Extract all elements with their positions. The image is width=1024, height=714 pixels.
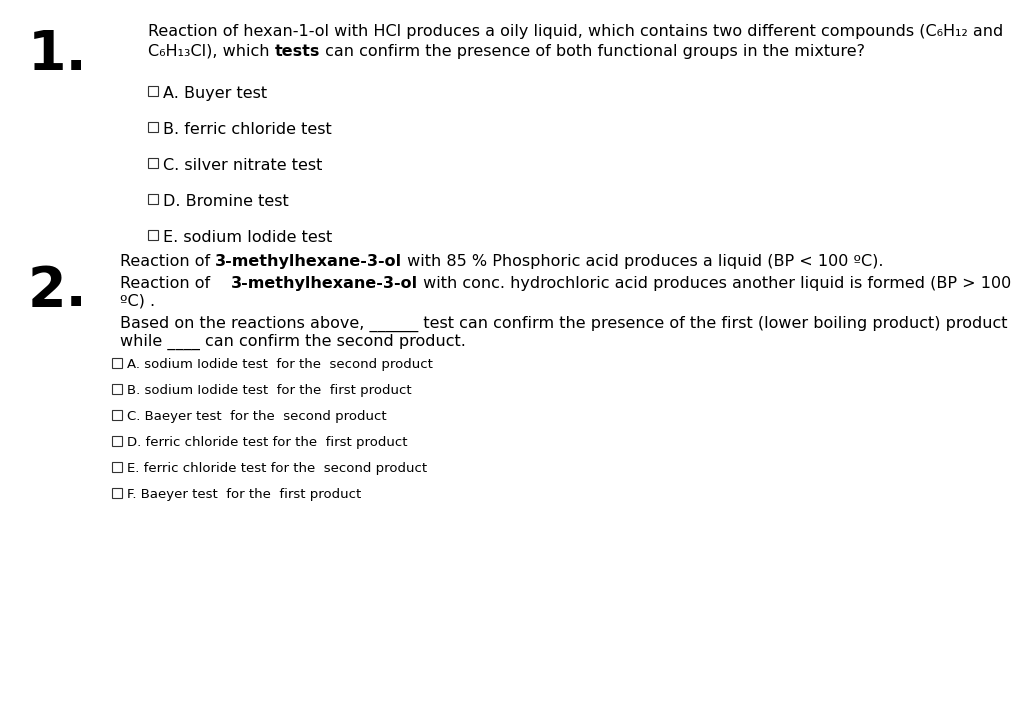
Text: 1.: 1. <box>28 28 88 82</box>
Bar <box>148 122 158 132</box>
Text: C. silver nitrate test: C. silver nitrate test <box>163 158 323 173</box>
Bar <box>148 86 158 96</box>
Bar <box>148 230 158 240</box>
Text: tests: tests <box>274 44 319 59</box>
Text: while ____ can confirm the second product.: while ____ can confirm the second produc… <box>120 334 466 350</box>
Bar <box>112 358 122 368</box>
Text: Reaction of: Reaction of <box>120 254 215 269</box>
Bar <box>112 410 122 420</box>
Text: with 85 % Phosphoric acid produces a liquid (BP < 100 ºC).: with 85 % Phosphoric acid produces a liq… <box>402 254 884 269</box>
Bar <box>112 384 122 394</box>
Text: A. sodium Iodide test  for the  second product: A. sodium Iodide test for the second pro… <box>127 358 433 371</box>
Text: B. ferric chloride test: B. ferric chloride test <box>163 122 332 137</box>
Bar <box>112 436 122 446</box>
Text: C₆H₁₃Cl), which: C₆H₁₃Cl), which <box>148 44 274 59</box>
Text: 3-methylhexane-3-ol: 3-methylhexane-3-ol <box>230 276 418 291</box>
Bar <box>112 462 122 472</box>
Bar <box>148 158 158 168</box>
Text: E. ferric chloride test for the  second product: E. ferric chloride test for the second p… <box>127 462 427 475</box>
Text: can confirm the presence of both functional groups in the mixture?: can confirm the presence of both functio… <box>319 44 865 59</box>
Text: Based on the reactions above, ______ test can confirm the presence of the first : Based on the reactions above, ______ tes… <box>120 316 1008 332</box>
Text: F. Baeyer test  for the  first product: F. Baeyer test for the first product <box>127 488 361 501</box>
Text: D. Bromine test: D. Bromine test <box>163 194 289 209</box>
Text: with conc. hydrochloric acid produces another liquid is formed (BP > 100: with conc. hydrochloric acid produces an… <box>418 276 1011 291</box>
Text: 2.: 2. <box>28 264 88 318</box>
Bar <box>112 488 122 498</box>
Text: E. sodium Iodide test: E. sodium Iodide test <box>163 230 332 245</box>
Text: Reaction of hexan-1-ol with HCl produces a oily liquid, which contains two diffe: Reaction of hexan-1-ol with HCl produces… <box>148 24 1004 39</box>
Bar <box>148 194 158 204</box>
Text: D. ferric chloride test for the  first product: D. ferric chloride test for the first pr… <box>127 436 408 449</box>
Text: B. sodium Iodide test  for the  first product: B. sodium Iodide test for the first prod… <box>127 384 412 397</box>
Text: Reaction of: Reaction of <box>120 276 230 291</box>
Text: C. Baeyer test  for the  second product: C. Baeyer test for the second product <box>127 410 387 423</box>
Text: ºC) .: ºC) . <box>120 294 155 309</box>
Text: 3-methylhexane-3-ol: 3-methylhexane-3-ol <box>215 254 402 269</box>
Text: A. Buyer test: A. Buyer test <box>163 86 267 101</box>
